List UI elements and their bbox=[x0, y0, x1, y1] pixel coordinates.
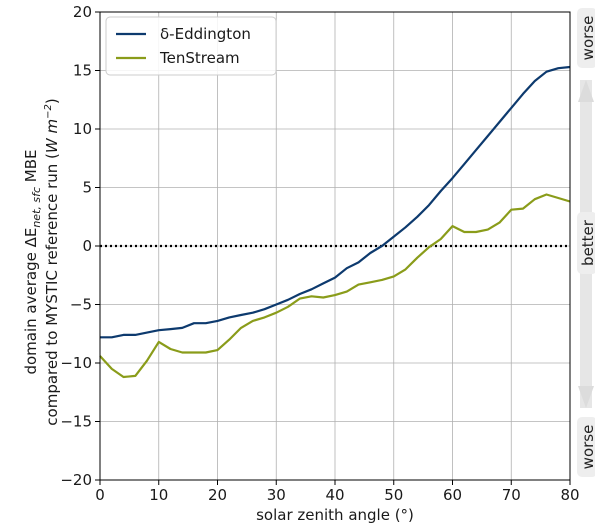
svg-text:compared to MYSTIC reference r: compared to MYSTIC reference run (W m−2) bbox=[43, 98, 61, 425]
x-tick-label: 50 bbox=[384, 486, 403, 504]
y-label-unit: W m bbox=[43, 119, 61, 153]
x-tick-label: 60 bbox=[443, 486, 462, 504]
y-label-line2-suffix: ) bbox=[43, 98, 61, 104]
y-tick-label: −5 bbox=[70, 296, 92, 314]
legend: δ-Eddington TenStream bbox=[105, 16, 277, 76]
x-tick-label: 20 bbox=[208, 486, 227, 504]
x-tick-label: 10 bbox=[149, 486, 168, 504]
y-tick-labels: −20 −15 −10 −5 0 5 10 15 20 bbox=[60, 3, 92, 489]
y-tick-label: −10 bbox=[60, 354, 92, 372]
y-tick-label: 5 bbox=[82, 179, 92, 197]
x-tick-labels: 0 10 20 30 40 50 60 70 80 bbox=[95, 486, 579, 504]
series-line-delta-eddington bbox=[100, 65, 571, 339]
y-tick-label: 10 bbox=[73, 120, 92, 138]
up-arrow bbox=[580, 80, 592, 215]
x-axis-label: solar zenith angle (°) bbox=[256, 506, 414, 524]
y-tick-label: −15 bbox=[60, 413, 92, 431]
label-better: better bbox=[579, 219, 595, 266]
y-tick-label: 15 bbox=[73, 62, 92, 80]
y-axis-label: domain average ΔEnet, sfc MBE compared t… bbox=[22, 98, 61, 425]
svg-text:domain average ΔEnet, sfc MBE: domain average ΔEnet, sfc MBE bbox=[22, 149, 43, 374]
label-worse-bottom: worse bbox=[579, 425, 595, 470]
x-tick-label: 70 bbox=[502, 486, 521, 504]
legend-box bbox=[105, 16, 277, 76]
x-tick-label: 30 bbox=[267, 486, 286, 504]
legend-label-delta-eddington: δ-Eddington bbox=[160, 25, 251, 43]
down-arrow bbox=[580, 270, 592, 408]
y-tick-label: −20 bbox=[60, 471, 92, 489]
series-lines bbox=[99, 65, 571, 379]
down-arrow-head bbox=[578, 386, 594, 408]
y-label-line2-prefix: compared to MYSTIC reference run ( bbox=[43, 153, 61, 426]
y-label-main: domain average ΔE bbox=[22, 228, 40, 375]
label-box-worse-bottom bbox=[577, 417, 595, 477]
label-box-worse-top bbox=[577, 8, 595, 68]
x-tick-label: 80 bbox=[560, 486, 579, 504]
axis-ticks bbox=[95, 11, 571, 485]
y-label-suffix: MBE bbox=[22, 149, 40, 186]
legend-label-tenstream: TenStream bbox=[159, 49, 240, 67]
up-arrow-head bbox=[578, 80, 594, 102]
label-worse-top: worse bbox=[579, 16, 595, 61]
series-line-tenstream bbox=[99, 193, 571, 379]
y-tick-label: 20 bbox=[73, 3, 92, 21]
y-tick-label: 0 bbox=[82, 237, 92, 255]
side-annotation: worse better worse bbox=[577, 8, 595, 477]
label-box-better bbox=[577, 212, 595, 274]
x-tick-label: 40 bbox=[325, 486, 344, 504]
x-tick-label: 0 bbox=[95, 486, 105, 504]
y-label-subscript: net, sfc bbox=[30, 187, 43, 228]
y-label-unit-exponent: −2 bbox=[43, 104, 54, 119]
